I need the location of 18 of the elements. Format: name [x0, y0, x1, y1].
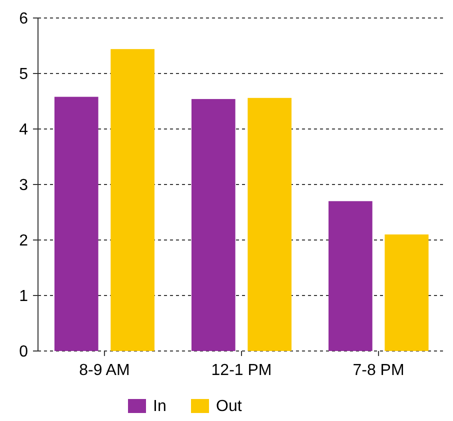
bar — [248, 98, 292, 351]
legend-label: In — [153, 398, 166, 415]
x-tick-label: 12-1 PM — [211, 362, 272, 379]
y-tick-label: 4 — [19, 122, 28, 139]
x-tick-label: 7-8 PM — [352, 362, 404, 379]
y-tick-label: 0 — [19, 344, 28, 361]
y-tick-label: 3 — [19, 177, 28, 194]
y-tick-label: 5 — [19, 66, 28, 84]
bar — [110, 49, 154, 351]
y-tick-label: 2 — [19, 232, 28, 250]
bar — [191, 99, 236, 351]
bar — [384, 234, 429, 351]
legend-label: Out — [216, 398, 242, 415]
x-tick-label: 8-9 AM — [79, 362, 130, 379]
bar — [54, 96, 98, 351]
bar — [328, 201, 372, 351]
y-tick-label: 1 — [19, 288, 28, 306]
y-tick-label: 6 — [19, 10, 28, 28]
